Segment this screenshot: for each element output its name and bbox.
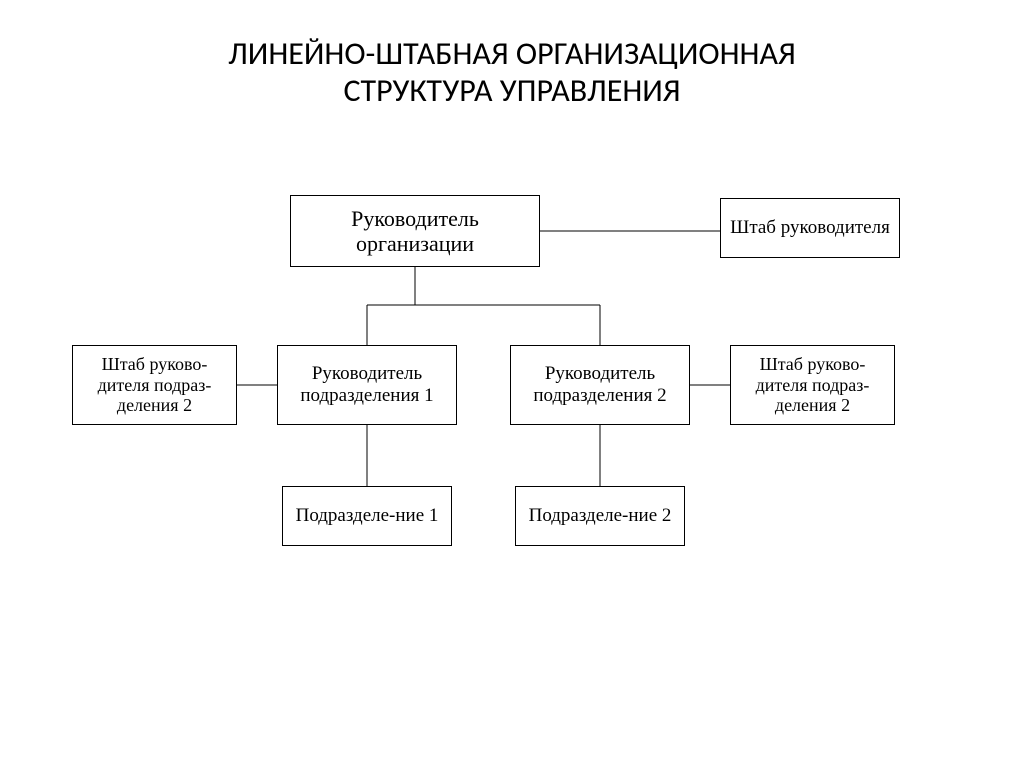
node-label: Руководитель подразделения 1: [284, 363, 450, 407]
node-unit-1: Подразделе-ние 1: [282, 486, 452, 546]
node-leader: Руководитель организации: [290, 195, 540, 267]
node-label: Штаб руково-дителя подраз-деления 2: [737, 354, 888, 416]
node-label: Штаб руково-дителя подраз-деления 2: [79, 354, 230, 416]
node-label: Подразделе-ние 1: [296, 505, 439, 527]
node-leader-staff: Штаб руководителя: [720, 198, 900, 258]
node-unit-2: Подразделе-ние 2: [515, 486, 685, 546]
node-staff-left: Штаб руково-дителя подраз-деления 2: [72, 345, 237, 425]
node-head-2: Руководитель подразделения 2: [510, 345, 690, 425]
node-label: Руководитель подразделения 2: [517, 363, 683, 407]
node-label: Подразделе-ние 2: [529, 505, 672, 527]
page-title: ЛИНЕЙНО-ШТАБНАЯ ОРГАНИЗАЦИОННАЯ СТРУКТУР…: [0, 36, 1024, 110]
node-label: Руководитель организации: [297, 206, 533, 257]
title-line-2: СТРУКТУРА УПРАВЛЕНИЯ: [343, 71, 680, 110]
diagram-canvas: ЛИНЕЙНО-ШТАБНАЯ ОРГАНИЗАЦИОННАЯ СТРУКТУР…: [0, 0, 1024, 767]
title-line-1: ЛИНЕЙНО-ШТАБНАЯ ОРГАНИЗАЦИОННАЯ: [228, 34, 795, 73]
node-head-1: Руководитель подразделения 1: [277, 345, 457, 425]
node-staff-right: Штаб руково-дителя подраз-деления 2: [730, 345, 895, 425]
node-label: Штаб руководителя: [730, 217, 890, 239]
